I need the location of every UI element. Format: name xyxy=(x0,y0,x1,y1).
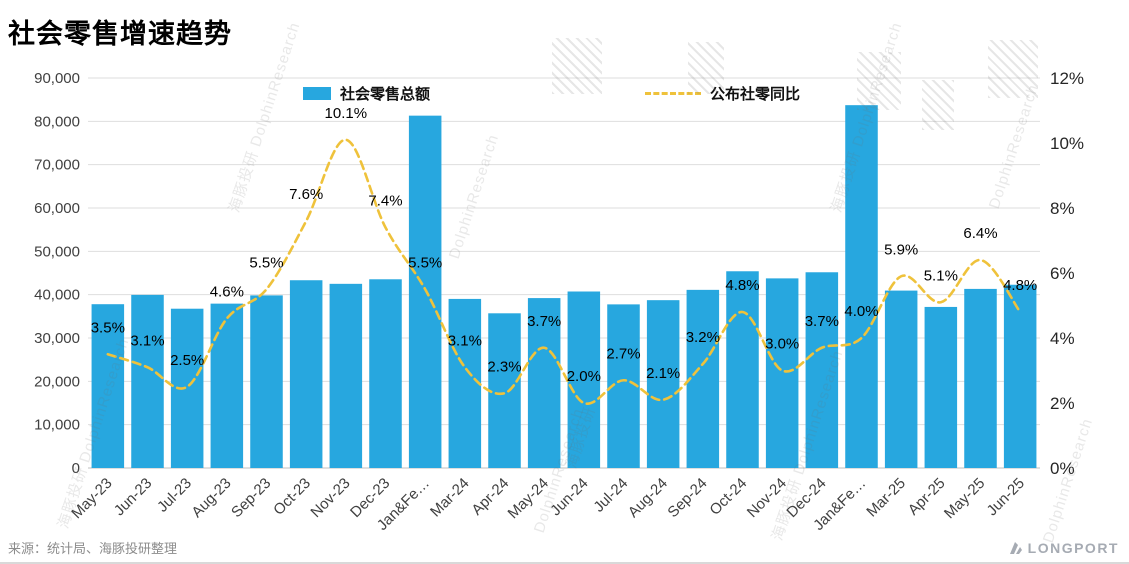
data-label: 3.2% xyxy=(686,329,720,346)
left-axis-tick: 30,000 xyxy=(34,330,80,347)
data-label: 4.0% xyxy=(844,303,878,320)
x-axis-tick: Sep-23 xyxy=(228,475,274,521)
bar xyxy=(369,279,402,468)
data-label: 3.1% xyxy=(130,332,164,349)
data-label: 2.1% xyxy=(646,365,680,382)
x-axis-tick: Jun-25 xyxy=(984,475,1028,519)
bar xyxy=(765,278,799,468)
bar xyxy=(567,291,601,468)
left-axis-tick: 10,000 xyxy=(34,417,80,434)
data-label: 3.7% xyxy=(805,313,839,330)
longport-label: LONGPORT xyxy=(1027,540,1119,556)
bar xyxy=(329,283,363,468)
left-axis-tick: 80,000 xyxy=(34,113,80,130)
left-axis-tick: 40,000 xyxy=(34,287,80,304)
legend-item-line: 公布社零同比 xyxy=(645,85,801,103)
data-label: 2.7% xyxy=(606,345,640,362)
data-label: 2.0% xyxy=(567,368,601,385)
data-label: 3.0% xyxy=(765,336,799,353)
data-label: 3.7% xyxy=(527,313,561,330)
trend-line xyxy=(106,138,1022,405)
data-label: 10.1% xyxy=(325,105,368,122)
right-axis-tick: 8% xyxy=(1050,199,1075,218)
data-label: 5.9% xyxy=(884,241,918,258)
x-axis-tick: Aug-24 xyxy=(625,475,671,521)
longport-logo: LONGPORT xyxy=(1008,540,1119,556)
data-label: 4.8% xyxy=(725,277,759,294)
data-label: 2.3% xyxy=(487,358,521,375)
data-label: 7.4% xyxy=(368,193,402,210)
bar xyxy=(884,290,918,468)
data-label: 3.5% xyxy=(91,319,125,336)
right-axis-tick: 0% xyxy=(1050,459,1075,478)
left-axis-tick: 90,000 xyxy=(34,70,80,87)
chart-title: 社会零售增速趋势 xyxy=(8,19,232,49)
left-axis-tick: 70,000 xyxy=(34,157,80,174)
left-axis-tick: 20,000 xyxy=(34,373,80,390)
bar xyxy=(1003,284,1037,468)
bar xyxy=(527,298,561,468)
data-label: 2.5% xyxy=(170,352,204,369)
bar xyxy=(646,300,680,468)
data-label: 5.1% xyxy=(924,267,958,284)
bar xyxy=(131,294,164,468)
left-axis-tick: 50,000 xyxy=(34,243,80,260)
bar xyxy=(686,289,720,468)
longport-icon xyxy=(1009,541,1022,554)
right-axis-tick: 6% xyxy=(1050,264,1075,283)
data-label: 7.6% xyxy=(289,186,323,203)
left-axis-tick: 0 xyxy=(72,460,80,477)
x-axis-tick: Oct-24 xyxy=(706,475,750,519)
bottom-divider xyxy=(0,562,1129,564)
x-axis-tick: Nov-23 xyxy=(307,475,353,521)
bar xyxy=(726,271,759,468)
right-axis-tick: 10% xyxy=(1050,134,1084,153)
x-axis-tick: Mar-25 xyxy=(863,475,909,521)
x-axis-tick: May-24 xyxy=(505,475,552,522)
bar xyxy=(250,295,283,468)
right-axis-tick: 4% xyxy=(1050,329,1075,348)
x-axis-tick: Jun-24 xyxy=(547,475,591,519)
bar xyxy=(845,105,878,469)
bar xyxy=(91,304,125,468)
bar-series-label: 社会零售总额 xyxy=(340,85,431,103)
x-axis-tick: Nov-24 xyxy=(744,475,790,521)
data-label: 6.4% xyxy=(963,225,997,242)
x-axis-tick: Oct-23 xyxy=(270,475,314,519)
x-axis-tick: May-23 xyxy=(68,475,115,522)
bar xyxy=(924,306,958,468)
right-axis-tick: 2% xyxy=(1050,394,1075,413)
data-label: 4.6% xyxy=(210,284,244,301)
legend-item-bar: 社会零售总额 xyxy=(303,85,431,103)
line-series-swatch xyxy=(645,91,701,95)
bar xyxy=(964,288,997,468)
x-axis-tick: Mar-24 xyxy=(427,475,473,521)
x-axis-tick: Jun-23 xyxy=(111,475,155,519)
data-label: 5.5% xyxy=(249,254,283,271)
line-series-label: 公布社零同比 xyxy=(710,85,801,103)
data-label: 5.5% xyxy=(408,254,442,271)
data-label: 3.1% xyxy=(448,332,482,349)
bar xyxy=(170,308,204,468)
x-axis-tick: Sep-24 xyxy=(664,475,710,521)
data-label: 4.8% xyxy=(1003,277,1037,294)
right-axis-tick: 12% xyxy=(1050,69,1084,88)
source-note: 来源：统计局、海豚投研整理 xyxy=(8,541,178,556)
bar-series-swatch xyxy=(303,86,331,100)
left-axis-tick: 60,000 xyxy=(34,200,80,217)
bar xyxy=(488,313,521,468)
x-axis-tick: May-25 xyxy=(941,475,988,522)
bar xyxy=(210,303,244,468)
bar xyxy=(448,298,482,468)
bar xyxy=(805,272,839,468)
bar xyxy=(289,280,323,468)
x-axis-tick: Aug-23 xyxy=(188,475,234,521)
